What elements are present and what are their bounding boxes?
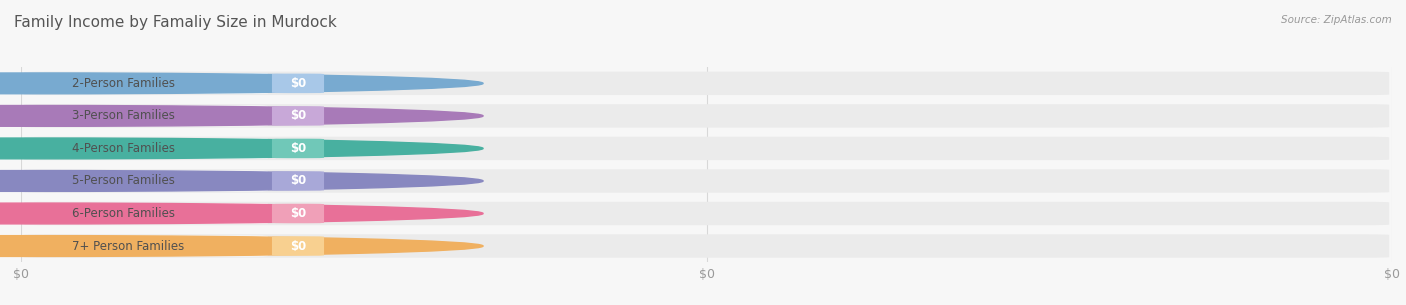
FancyBboxPatch shape	[271, 106, 323, 126]
Text: 4-Person Families: 4-Person Families	[72, 142, 174, 155]
Circle shape	[0, 106, 484, 126]
Circle shape	[0, 170, 484, 191]
Circle shape	[0, 236, 484, 257]
FancyBboxPatch shape	[24, 104, 1389, 127]
Text: $0: $0	[290, 142, 307, 155]
Text: $0: $0	[290, 77, 307, 90]
Circle shape	[0, 73, 484, 94]
FancyBboxPatch shape	[28, 236, 269, 257]
Text: $0: $0	[290, 207, 307, 220]
FancyBboxPatch shape	[28, 106, 269, 126]
FancyBboxPatch shape	[28, 170, 269, 191]
Text: 7+ Person Families: 7+ Person Families	[72, 239, 184, 253]
FancyBboxPatch shape	[24, 72, 1389, 95]
FancyBboxPatch shape	[28, 73, 269, 94]
FancyBboxPatch shape	[28, 203, 269, 224]
Text: 3-Person Families: 3-Person Families	[72, 109, 174, 122]
FancyBboxPatch shape	[271, 139, 323, 158]
FancyBboxPatch shape	[271, 236, 323, 256]
Text: 2-Person Families: 2-Person Families	[72, 77, 174, 90]
Text: Source: ZipAtlas.com: Source: ZipAtlas.com	[1281, 15, 1392, 25]
Text: 6-Person Families: 6-Person Families	[72, 207, 174, 220]
Circle shape	[0, 138, 484, 159]
FancyBboxPatch shape	[271, 204, 323, 223]
Text: 5-Person Families: 5-Person Families	[72, 174, 174, 188]
Text: Family Income by Famaliy Size in Murdock: Family Income by Famaliy Size in Murdock	[14, 15, 337, 30]
FancyBboxPatch shape	[271, 74, 323, 93]
FancyBboxPatch shape	[28, 138, 269, 159]
Text: $0: $0	[290, 174, 307, 188]
Text: $0: $0	[290, 109, 307, 122]
Text: $0: $0	[290, 239, 307, 253]
FancyBboxPatch shape	[24, 202, 1389, 225]
FancyBboxPatch shape	[24, 234, 1389, 258]
FancyBboxPatch shape	[24, 169, 1389, 193]
FancyBboxPatch shape	[271, 171, 323, 191]
FancyBboxPatch shape	[24, 137, 1389, 160]
Circle shape	[0, 203, 484, 224]
